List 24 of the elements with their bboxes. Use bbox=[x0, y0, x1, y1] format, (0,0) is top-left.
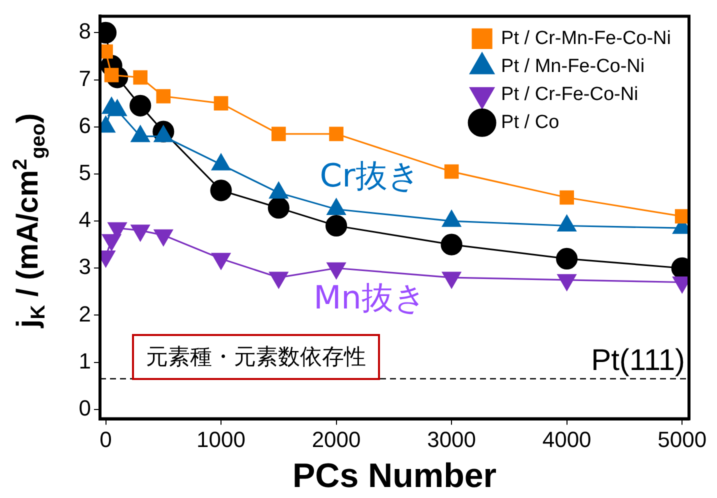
y-tick-label: 5 bbox=[78, 160, 91, 186]
y-tick-label: 2 bbox=[78, 301, 91, 326]
legend-label: Pt / Co bbox=[501, 112, 560, 133]
y-tick-label: 7 bbox=[78, 66, 91, 91]
y-tick-label: 4 bbox=[78, 207, 91, 232]
x-tick-label: 5000 bbox=[658, 427, 707, 452]
y-tick-label: 0 bbox=[78, 395, 91, 420]
x-tick-label: 2000 bbox=[312, 427, 361, 452]
x-tick-label: 0 bbox=[100, 427, 112, 452]
x-tick-label: 3000 bbox=[427, 427, 476, 452]
x-tick-label: 4000 bbox=[542, 427, 592, 452]
annotation: Mn抜き bbox=[314, 278, 426, 316]
legend-label: Pt / Cr-Mn-Fe-Co-Ni bbox=[501, 28, 672, 49]
ref-line-label: Pt(111) bbox=[591, 344, 685, 378]
annotation: Cr抜き bbox=[320, 156, 420, 194]
legend-label: Pt / Cr-Fe-Co-Ni bbox=[501, 84, 638, 105]
y-tick-label: 8 bbox=[78, 18, 91, 44]
y-tick-label: 1 bbox=[78, 348, 91, 374]
y-tick-label: 3 bbox=[78, 254, 91, 280]
x-axis-title: PCs Number bbox=[292, 456, 497, 495]
x-tick-label: 1000 bbox=[196, 427, 246, 452]
legend-label: Pt / Mn-Fe-Co-Ni bbox=[501, 56, 645, 77]
y-tick-label: 6 bbox=[78, 112, 91, 138]
note-frame: 元素種・元素数依存性 bbox=[132, 334, 380, 380]
